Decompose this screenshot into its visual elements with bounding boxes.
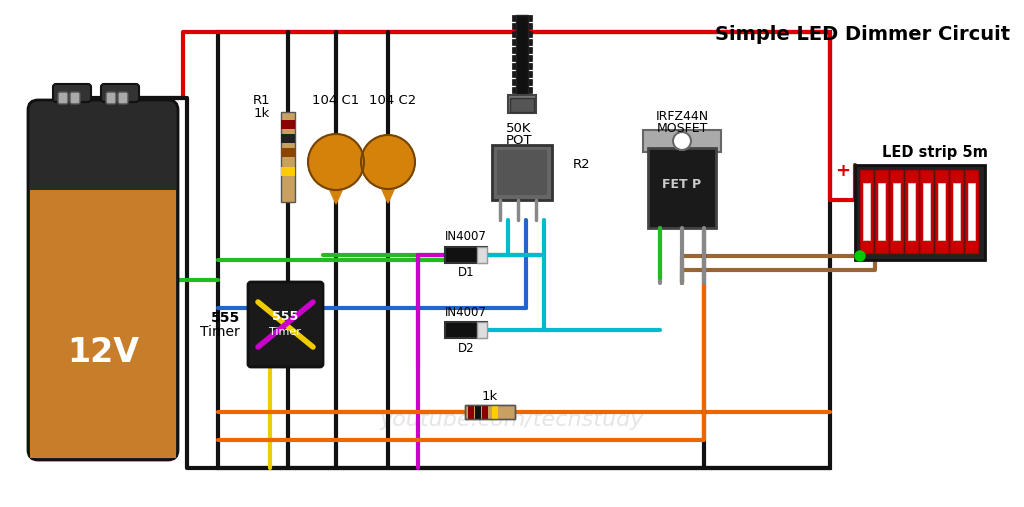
Bar — [905, 170, 918, 253]
Bar — [477, 247, 487, 263]
Bar — [465, 405, 515, 419]
FancyBboxPatch shape — [58, 92, 68, 104]
Bar — [643, 130, 721, 152]
Bar — [855, 165, 985, 260]
Bar — [30, 190, 176, 458]
Text: FET P: FET P — [663, 177, 701, 191]
Circle shape — [308, 134, 364, 190]
Bar — [512, 15, 532, 21]
FancyBboxPatch shape — [106, 92, 116, 104]
Polygon shape — [380, 185, 396, 203]
Bar — [465, 405, 515, 419]
FancyBboxPatch shape — [28, 100, 178, 460]
Bar — [281, 134, 295, 143]
Bar — [492, 145, 552, 200]
Bar — [512, 47, 532, 53]
Text: LED strip 5m: LED strip 5m — [882, 146, 988, 161]
FancyBboxPatch shape — [118, 92, 128, 104]
Bar — [923, 183, 930, 240]
Bar — [950, 170, 963, 253]
Bar — [468, 405, 474, 419]
Circle shape — [673, 132, 691, 150]
Text: 104 C2: 104 C2 — [370, 93, 417, 106]
Bar — [908, 183, 915, 240]
Bar — [968, 183, 975, 240]
Bar — [938, 183, 945, 240]
Text: D1: D1 — [458, 267, 474, 279]
Text: IN4007: IN4007 — [445, 306, 487, 318]
FancyBboxPatch shape — [248, 282, 323, 367]
Text: D2: D2 — [458, 342, 474, 354]
Bar — [953, 183, 961, 240]
Bar — [512, 23, 532, 29]
Bar — [512, 79, 532, 85]
Bar — [935, 170, 948, 253]
Bar — [874, 170, 888, 253]
FancyBboxPatch shape — [101, 84, 139, 102]
Polygon shape — [328, 186, 344, 204]
Bar — [477, 322, 487, 338]
Bar — [512, 55, 532, 61]
Text: 555: 555 — [272, 309, 298, 322]
Bar — [512, 63, 532, 69]
Bar — [648, 148, 716, 228]
Bar — [508, 95, 536, 113]
Bar — [445, 247, 487, 263]
Text: +: + — [836, 162, 851, 180]
Text: MOSFET: MOSFET — [656, 122, 708, 134]
Text: 12V: 12V — [67, 336, 139, 369]
Bar — [510, 98, 534, 112]
Text: R1: R1 — [252, 93, 270, 106]
Text: 1k: 1k — [254, 106, 270, 120]
Bar — [281, 120, 295, 129]
FancyBboxPatch shape — [70, 92, 80, 104]
Bar — [860, 170, 873, 253]
Bar — [965, 170, 978, 253]
Bar — [218, 32, 830, 468]
FancyBboxPatch shape — [53, 84, 91, 102]
Text: 555: 555 — [211, 311, 240, 325]
Bar — [497, 150, 547, 195]
Text: 104 C1: 104 C1 — [312, 93, 359, 106]
Bar — [512, 71, 532, 77]
Text: IN4007: IN4007 — [445, 231, 487, 243]
Text: IRFZ44N: IRFZ44N — [655, 110, 709, 123]
Bar — [475, 405, 481, 419]
Bar — [281, 148, 295, 157]
Bar — [512, 39, 532, 45]
Text: 50K: 50K — [506, 122, 531, 134]
Bar — [516, 15, 528, 97]
Bar — [890, 170, 903, 253]
Text: R2: R2 — [573, 159, 591, 171]
Text: Timer: Timer — [201, 325, 240, 339]
Bar — [863, 183, 870, 240]
Bar — [920, 170, 933, 253]
Circle shape — [361, 135, 415, 189]
Bar — [512, 87, 532, 93]
Bar — [512, 31, 532, 37]
Text: 1k: 1k — [482, 389, 498, 403]
Bar — [878, 183, 885, 240]
Bar — [281, 167, 295, 176]
Text: youtube.com/techstudy: youtube.com/techstudy — [380, 410, 644, 430]
Text: POT: POT — [506, 133, 532, 147]
Bar — [482, 405, 488, 419]
Circle shape — [855, 251, 865, 261]
Bar — [492, 405, 498, 419]
Bar — [893, 183, 900, 240]
Bar — [445, 322, 487, 338]
Text: Simple LED Dimmer Circuit: Simple LED Dimmer Circuit — [715, 25, 1010, 44]
Text: Timer: Timer — [269, 327, 301, 337]
Bar — [281, 112, 295, 202]
